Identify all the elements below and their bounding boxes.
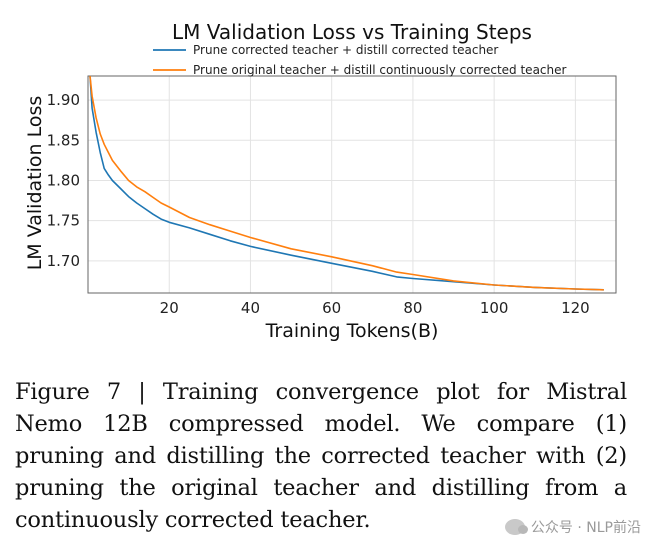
- series-line-1: [89, 75, 604, 291]
- x-tick-label: 100: [480, 299, 509, 317]
- x-axis-label: Training Tokens(B): [265, 320, 439, 342]
- watermark: 公众号 · NLP前沿: [504, 517, 641, 537]
- line-chart: 20 40 60 80 100 120 1.70 1.75 1.80 1.85 1.90 LM Va…: [24, 20, 617, 342]
- tick-labels: 20 40 60 80 100 120 1.70 1.75 1.80 1.85 1.90: [47, 91, 590, 317]
- x-tick-label: 120: [561, 299, 590, 317]
- x-tick-label: 40: [241, 299, 260, 317]
- y-tick-label: 1.75: [47, 212, 80, 230]
- y-tick-label: 1.70: [47, 252, 80, 270]
- legend: Prune corrected teacher + distill correc…: [153, 43, 567, 77]
- series-lines: [89, 75, 604, 291]
- grid-lines: [87, 75, 617, 294]
- x-tick-label: 20: [160, 299, 179, 317]
- x-tick-label: 80: [403, 299, 422, 317]
- figure-caption: Figure 7 | Training convergence plot for…: [15, 379, 627, 533]
- y-tick-label: 1.90: [47, 91, 80, 109]
- y-axis-label: LM Validation Loss: [24, 96, 46, 271]
- legend-label-2: Prune original teacher + distill continu…: [193, 63, 567, 77]
- plot-frame: [87, 75, 617, 294]
- series-line-2: [89, 75, 604, 291]
- legend-label-1: Prune corrected teacher + distill correc…: [193, 43, 498, 57]
- y-tick-label: 1.85: [47, 131, 80, 149]
- x-tick-label: 60: [322, 299, 341, 317]
- chart-title: LM Validation Loss vs Training Steps: [172, 20, 532, 44]
- chart-container: 20 40 60 80 100 120 1.70 1.75 1.80 1.85 1.90 LM Va…: [24, 20, 617, 342]
- watermark-text: 公众号 · NLP前沿: [530, 520, 641, 536]
- plot-area: [87, 75, 617, 294]
- y-tick-label: 1.80: [47, 171, 80, 189]
- wechat-icon: [504, 519, 528, 535]
